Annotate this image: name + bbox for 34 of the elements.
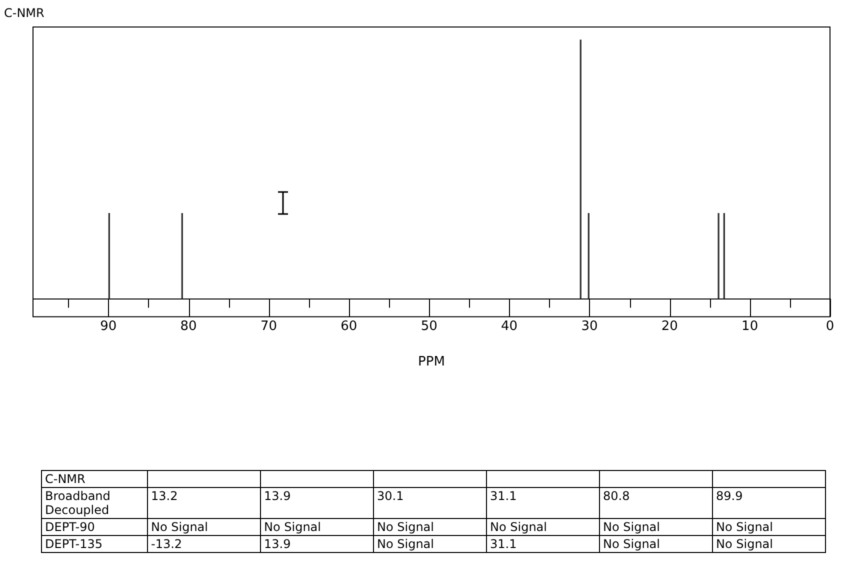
text: No Signal (377, 520, 434, 534)
text: No Signal (377, 537, 434, 551)
category-label: DEPT-90 (45, 520, 95, 534)
x-tick-label: 70 (260, 318, 278, 334)
text: No Signal (716, 520, 773, 534)
x-tick-label: 80 (180, 318, 197, 334)
x-tick-label: 10 (742, 318, 758, 334)
text: 13.9 (264, 537, 291, 551)
text: 13.9 (264, 489, 291, 503)
x-tick-label: 0 (826, 318, 834, 334)
x-axis-title: PPM (418, 354, 445, 370)
x-tick-label: 30 (581, 318, 598, 334)
chart-title: C-NMR (4, 6, 44, 20)
text: No Signal (716, 537, 773, 551)
category-label: DEPT-135 (45, 537, 103, 551)
text: 30.1 (377, 489, 404, 503)
text: -13.2 (151, 537, 182, 551)
x-tick-label: 60 (340, 318, 358, 334)
text: 31.1 (490, 537, 517, 551)
x-tick-label: 90 (100, 318, 117, 334)
text: No Signal (490, 520, 547, 534)
category-label: Broadband Decoupled (45, 489, 110, 517)
text: 31.1 (490, 489, 517, 503)
text: No Signal (603, 537, 660, 551)
x-tick-label: 50 (420, 318, 438, 334)
text: 89.9 (716, 489, 743, 503)
x-tick-label: 20 (661, 318, 678, 334)
text: 80.8 (603, 489, 630, 503)
text: 13.2 (151, 489, 178, 503)
category-label: C-NMR (45, 472, 86, 486)
x-tick-label: 40 (501, 318, 518, 334)
text: No Signal (603, 520, 660, 534)
text: No Signal (264, 520, 321, 534)
text: No Signal (151, 520, 208, 534)
